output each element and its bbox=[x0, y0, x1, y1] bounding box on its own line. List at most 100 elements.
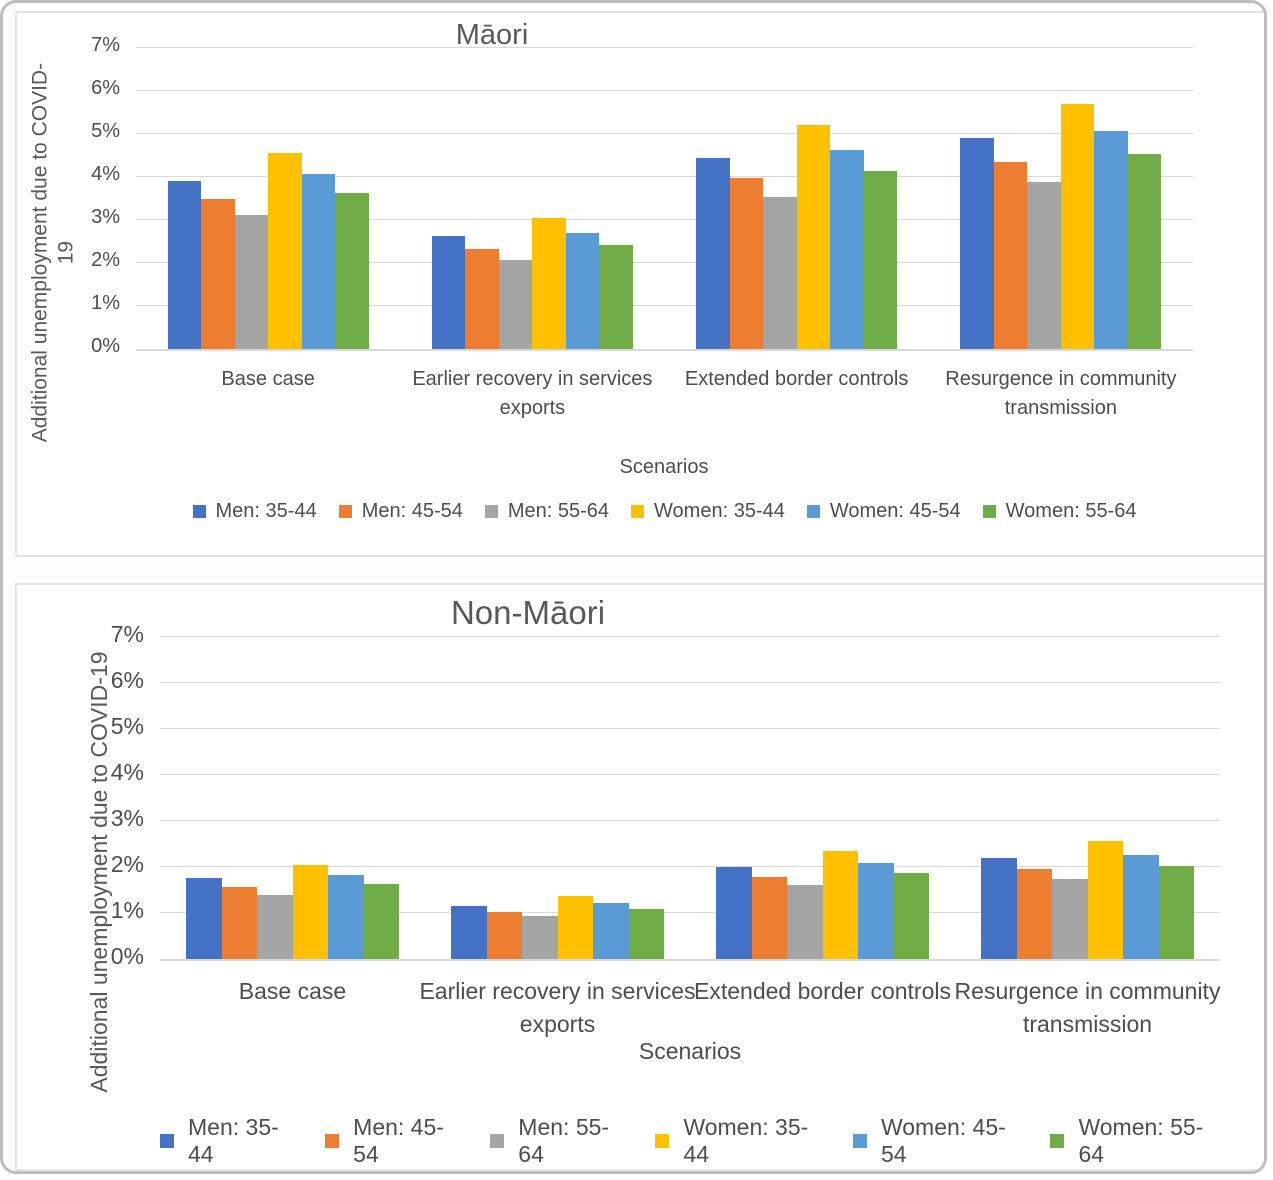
bar bbox=[522, 916, 558, 959]
gridline bbox=[136, 262, 1193, 263]
bar bbox=[532, 218, 566, 349]
bar bbox=[763, 196, 797, 349]
bar bbox=[465, 248, 499, 349]
bar-group bbox=[665, 48, 929, 349]
category-label: Base case bbox=[221, 368, 315, 390]
legend-item: Women: 35-44 bbox=[655, 1114, 825, 1168]
gridline bbox=[160, 820, 1220, 821]
bar bbox=[729, 178, 764, 349]
bar bbox=[593, 902, 629, 959]
bar bbox=[486, 911, 522, 959]
legend-label: Women: 55-64 bbox=[1078, 1114, 1204, 1167]
category-label: Earlier recovery in services exports bbox=[419, 978, 696, 1038]
legend-label: Men: 55-64 bbox=[507, 500, 610, 522]
y-tick-label: 1% bbox=[91, 292, 120, 314]
legend-item: Men: 35-44 bbox=[160, 1114, 297, 1168]
category-label: Earlier recovery in services exports bbox=[412, 368, 653, 419]
bar bbox=[234, 214, 269, 349]
bar-group bbox=[160, 637, 425, 959]
legend-item: Women: 55-64 bbox=[982, 500, 1136, 523]
bar bbox=[863, 170, 898, 349]
gridline bbox=[160, 866, 1220, 867]
legend-item: Women: 55-64 bbox=[1050, 1114, 1220, 1168]
bar bbox=[696, 157, 730, 349]
bar bbox=[599, 244, 633, 349]
gridline bbox=[160, 636, 1220, 637]
chart-title: Māori bbox=[455, 19, 529, 51]
gridline bbox=[160, 682, 1220, 683]
bar bbox=[751, 876, 787, 959]
bar bbox=[186, 878, 222, 959]
bar bbox=[1087, 841, 1123, 959]
bar bbox=[292, 864, 328, 959]
bar bbox=[1027, 181, 1061, 349]
legend-swatch-icon bbox=[490, 1134, 505, 1148]
y-tick-label: 5% bbox=[110, 712, 144, 739]
bar bbox=[268, 153, 302, 349]
legend-label: Men: 35-44 bbox=[215, 500, 317, 522]
bar bbox=[221, 886, 257, 959]
bar bbox=[893, 873, 929, 959]
bar bbox=[787, 885, 823, 959]
gridline bbox=[136, 47, 1193, 48]
y-tick-label: 3% bbox=[91, 206, 120, 228]
chart-title: Non-Māori bbox=[450, 594, 606, 631]
bar bbox=[557, 896, 593, 959]
bar bbox=[201, 199, 235, 349]
bar bbox=[822, 851, 858, 959]
legend-swatch-icon bbox=[1050, 1134, 1065, 1148]
gridline bbox=[136, 305, 1193, 306]
bar bbox=[858, 863, 894, 959]
legend-label: Men: 55-64 bbox=[518, 1114, 610, 1167]
gridline bbox=[136, 176, 1193, 177]
legend-swatch-icon bbox=[631, 505, 645, 518]
legend-swatch-icon bbox=[160, 1134, 175, 1148]
legend-swatch-icon bbox=[806, 505, 820, 518]
y-tick-label: 7% bbox=[110, 620, 144, 647]
bar bbox=[451, 905, 487, 959]
non-maori-chart-panel: Non-Māori Additional unemployment due to… bbox=[15, 583, 1264, 1171]
bar bbox=[1158, 865, 1194, 959]
y-tick-label: 0% bbox=[110, 942, 144, 969]
legend-label: Women: 45-54 bbox=[829, 500, 961, 522]
category-label: Extended border controls bbox=[694, 978, 951, 1004]
legend-swatch-icon bbox=[325, 1134, 340, 1148]
legend-item: Men: 45-54 bbox=[338, 500, 463, 523]
bar-group bbox=[400, 48, 664, 349]
bar bbox=[328, 875, 364, 959]
category-label: Base case bbox=[238, 978, 347, 1004]
legend-item: Women: 45-54 bbox=[852, 1114, 1023, 1168]
category-label: Resurgence in community transmission bbox=[954, 978, 1221, 1038]
legend: Men: 35-44 Men: 45-54 Men: 55-64 Women: 35-… bbox=[136, 500, 1193, 523]
legend-swatch-icon bbox=[982, 505, 996, 518]
plot-area bbox=[160, 636, 1220, 961]
y-tick-label: 3% bbox=[110, 804, 144, 831]
legend-label: Women: 35-44 bbox=[654, 500, 785, 522]
bar bbox=[981, 857, 1017, 959]
category-label: Extended border controls bbox=[684, 368, 909, 390]
bar bbox=[565, 232, 600, 349]
legend-item: Men: 45-54 bbox=[325, 1114, 462, 1168]
bar bbox=[431, 236, 466, 349]
y-tick-label: 2% bbox=[110, 850, 144, 877]
legend-label: Women: 45-54 bbox=[880, 1114, 1006, 1167]
bar bbox=[335, 193, 369, 349]
bar bbox=[993, 161, 1028, 349]
gridline bbox=[160, 728, 1220, 729]
y-tick-label: 2% bbox=[91, 249, 120, 271]
legend-item: Men: 55-64 bbox=[484, 500, 610, 523]
legend-label: Women: 35-44 bbox=[683, 1114, 809, 1167]
y-tick-label: 5% bbox=[91, 120, 120, 142]
legend-label: Men: 45-54 bbox=[361, 500, 463, 522]
bar bbox=[960, 138, 994, 349]
bar bbox=[167, 181, 202, 349]
gridline bbox=[160, 912, 1220, 913]
legend-label: Men: 45-54 bbox=[353, 1114, 444, 1167]
x-axis-title: Scenarios bbox=[619, 456, 709, 478]
y-tick-label: 4% bbox=[110, 758, 144, 785]
bar-group bbox=[425, 637, 690, 959]
legend-swatch-icon bbox=[338, 505, 352, 518]
y-tick-label: 6% bbox=[110, 666, 144, 693]
bar bbox=[796, 125, 831, 349]
